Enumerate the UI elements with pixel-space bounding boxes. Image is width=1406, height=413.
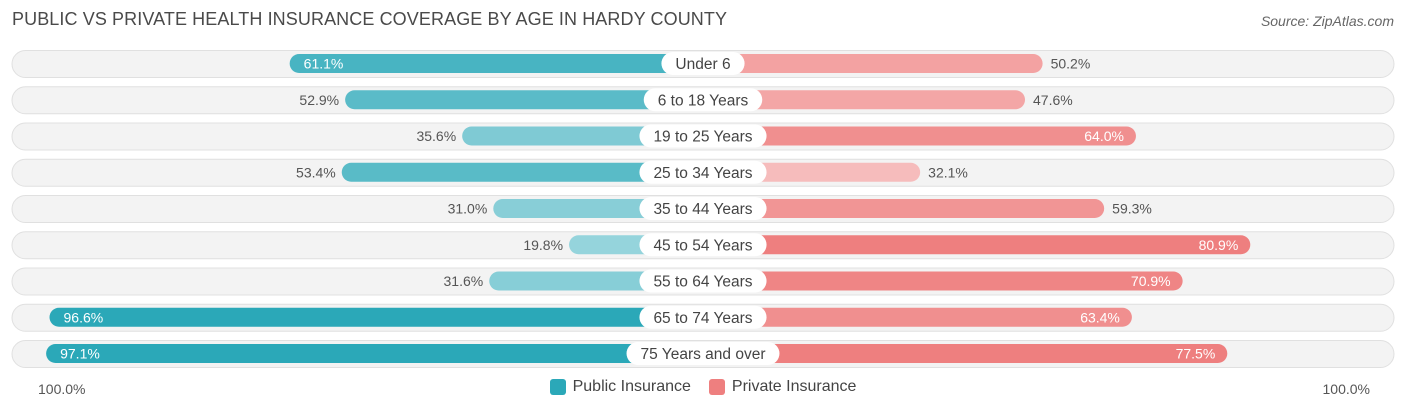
- bar-public: [46, 344, 703, 363]
- data-label-private: 63.4%: [1080, 309, 1120, 325]
- category-pill: [639, 197, 767, 220]
- source-label: Source: ZipAtlas.com: [1260, 13, 1394, 29]
- bar-private: [703, 126, 1136, 146]
- data-label-private: 64.0%: [1084, 128, 1124, 144]
- legend: Public Insurance Private Insurance: [0, 378, 1406, 396]
- legend-label-public: Public Insurance: [572, 378, 691, 395]
- category-pill: [661, 52, 745, 75]
- bar-public: [289, 54, 703, 73]
- axis-right-label: 100.0%: [1322, 381, 1370, 397]
- data-label-public: 96.6%: [64, 309, 104, 325]
- data-label-public: 31.6%: [444, 273, 484, 289]
- data-label-private: 50.2%: [1051, 56, 1091, 72]
- data-label-private: 70.9%: [1131, 273, 1171, 289]
- category-label: 55 to 64 Years: [653, 274, 752, 291]
- category-label: 6 to 18 Years: [658, 92, 749, 109]
- category-pill: [639, 305, 767, 329]
- bar-private: [703, 199, 1105, 218]
- bar-private: [703, 271, 1183, 291]
- data-label-public: 97.1%: [60, 346, 100, 362]
- data-label-private: 77.5%: [1176, 346, 1216, 362]
- legend-label-private: Private Insurance: [731, 378, 857, 395]
- data-label-private: 59.3%: [1112, 201, 1152, 217]
- legend-swatch-public: [549, 379, 566, 395]
- data-label-private: 32.1%: [928, 164, 968, 180]
- category-label: 45 to 54 Years: [653, 237, 752, 254]
- bar-private: [703, 54, 1043, 73]
- legend-swatch-private: [708, 379, 725, 395]
- category-pill: [639, 124, 767, 148]
- bar-public: [345, 90, 703, 110]
- bar-public: [341, 162, 703, 182]
- bar-private: [703, 307, 1132, 327]
- data-label-public: 52.9%: [299, 92, 339, 108]
- data-label-private: 80.9%: [1199, 237, 1239, 253]
- data-label-public: 31.0%: [448, 201, 488, 217]
- category-pill: [643, 88, 763, 112]
- bar-public: [49, 307, 704, 327]
- bar-private: [703, 235, 1251, 255]
- category-label: 65 to 74 Years: [653, 310, 752, 327]
- chart-title: PUBLIC VS PRIVATE HEALTH INSURANCE COVER…: [12, 9, 728, 29]
- category-pill: [639, 269, 767, 293]
- category-pill: [639, 160, 767, 184]
- data-label-private: 47.6%: [1033, 92, 1073, 108]
- legend-item-private: Private Insurance: [708, 378, 857, 396]
- category-pill: [639, 233, 767, 257]
- data-label-public: 19.8%: [523, 237, 563, 253]
- legend-item-public: Public Insurance: [549, 378, 691, 396]
- category-label: 25 to 34 Years: [653, 165, 752, 182]
- category-pill: [626, 342, 780, 365]
- axis-left-label: 100.0%: [38, 381, 86, 397]
- bar-private: [703, 344, 1228, 363]
- category-label: Under 6: [675, 56, 730, 73]
- category-label: 75 Years and over: [641, 346, 766, 363]
- category-label: 19 to 25 Years: [653, 129, 752, 146]
- data-label-public: 53.4%: [296, 164, 336, 180]
- data-label-public: 61.1%: [304, 56, 344, 72]
- category-label: 35 to 44 Years: [653, 201, 752, 218]
- data-label-public: 35.6%: [416, 128, 456, 144]
- bar-private: [703, 90, 1026, 110]
